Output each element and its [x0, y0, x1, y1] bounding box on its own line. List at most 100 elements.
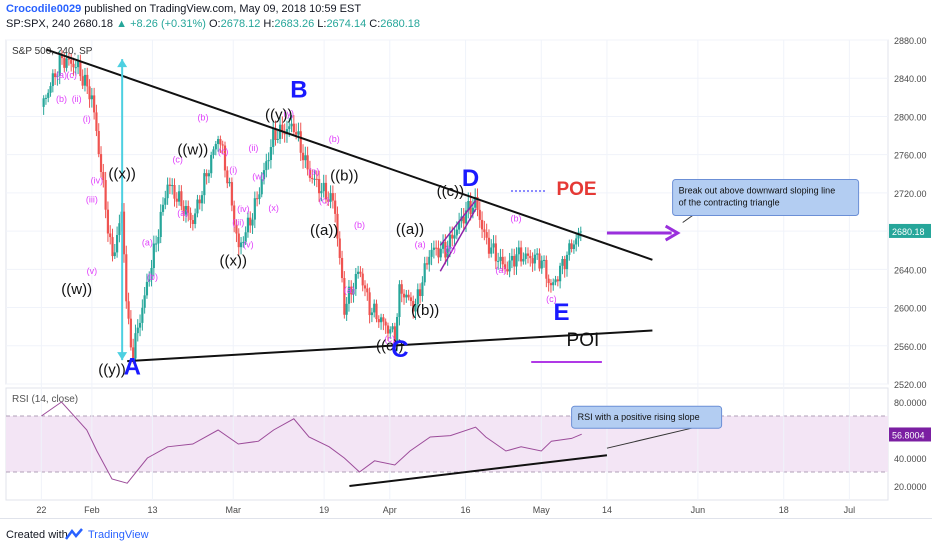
candle-body	[83, 74, 87, 86]
candle-body	[159, 211, 162, 237]
candle-body	[340, 257, 344, 279]
candle-body	[508, 260, 511, 272]
degree-label: ((x))	[220, 253, 247, 270]
candle-body	[127, 301, 130, 319]
candle-body	[161, 204, 165, 212]
candle-body	[295, 132, 298, 135]
wave-label: (i)	[83, 114, 91, 124]
degree-label: ((c))	[437, 183, 464, 200]
high-value: 2683.26	[274, 18, 315, 30]
rsi-line	[41, 401, 582, 484]
candle-body	[402, 293, 406, 298]
candle-body	[506, 269, 509, 272]
candle-body	[194, 213, 197, 224]
candle-body	[421, 282, 424, 297]
rsi-band	[6, 416, 888, 472]
rsi-callout-text: RSI with a positive rising slope	[578, 412, 700, 422]
price-tick-label: 2840.00	[894, 74, 927, 84]
candle-body	[568, 243, 571, 255]
candle-body	[205, 173, 208, 177]
rsi-pane-title: RSI (14, close)	[12, 394, 78, 405]
candle-body	[556, 279, 559, 282]
candle-body	[122, 211, 126, 255]
candle-body	[258, 194, 261, 199]
candle-body	[513, 255, 516, 267]
price-tick-label: 2560.00	[894, 342, 927, 352]
wave-label: (b)	[511, 214, 522, 224]
author-link[interactable]: Crocodile0029	[6, 3, 82, 15]
candle-body	[111, 237, 114, 257]
candle-body	[99, 154, 103, 172]
wave-label: (b)	[445, 244, 456, 254]
candle-body	[278, 124, 282, 139]
degree-label: ((w))	[61, 281, 92, 298]
wave-letter-label: A	[124, 353, 141, 380]
candle-body	[148, 279, 151, 282]
candle-body	[288, 126, 291, 130]
candle-body	[474, 197, 477, 208]
candle-body	[67, 58, 70, 60]
arrow-down-icon	[117, 352, 128, 361]
candle-body	[253, 198, 256, 220]
candle-body	[490, 247, 493, 254]
candle-body	[299, 131, 302, 153]
price-tick-label: 2720.00	[894, 189, 927, 199]
candle-body	[336, 213, 339, 239]
close-value: 2680.18	[380, 18, 421, 30]
wave-label: (b)	[354, 220, 365, 230]
wave-label: (a)	[415, 239, 426, 249]
created-with-text: Created with	[6, 529, 68, 541]
tradingview-brand[interactable]: TradingView	[88, 529, 149, 541]
candle-body	[60, 55, 64, 59]
candle-body	[184, 205, 188, 215]
candle-body	[143, 295, 146, 308]
wave-label: (ii)	[72, 94, 82, 104]
low-value: 2674.14	[326, 18, 367, 30]
wave-label: (y)	[284, 108, 295, 118]
degree-label: ((x))	[108, 166, 135, 183]
candle-body	[267, 160, 270, 162]
candle-body	[70, 59, 73, 64]
candle-body	[565, 254, 569, 270]
candle-body	[577, 232, 580, 239]
candle-body	[187, 205, 190, 213]
candle-body	[524, 253, 527, 259]
candle-body	[448, 234, 452, 249]
wave-label: (iii)	[86, 194, 98, 204]
candle-body	[549, 283, 553, 286]
candle-body	[444, 241, 447, 258]
candle-body	[458, 221, 461, 230]
wave-label: (a)	[495, 265, 506, 275]
candle-body	[331, 193, 334, 201]
chart-area[interactable]: 2520.002560.002600.002640.002680.002720.…	[0, 36, 932, 518]
candle-body	[72, 63, 75, 68]
open-value: 2678.12	[220, 18, 261, 30]
candle-body	[437, 247, 440, 258]
candle-body	[272, 128, 275, 148]
wave-label: (c)	[546, 294, 557, 304]
candle-body	[547, 278, 550, 284]
candle-body	[526, 253, 530, 256]
footer: Created with TradingView	[0, 518, 932, 551]
candle-body	[343, 278, 346, 315]
candle-body	[579, 231, 582, 233]
candle-body	[235, 224, 238, 234]
candle-body	[363, 285, 367, 289]
candle-body	[533, 254, 536, 264]
candle-body	[379, 317, 383, 323]
candle-body	[49, 86, 52, 93]
candle-body	[409, 297, 413, 301]
wave-label: (w)	[252, 172, 265, 182]
candle-body	[522, 258, 525, 262]
poe-label: POE	[556, 179, 596, 200]
candle-body	[485, 232, 488, 238]
triangle-lower-line	[127, 329, 653, 363]
candle-body	[203, 173, 206, 196]
rsi-value-tag	[889, 427, 931, 442]
price-tick-label: 2760.00	[894, 151, 927, 161]
candle-body	[315, 178, 318, 180]
price-tick-label: 2640.00	[894, 265, 927, 275]
candle-body	[464, 210, 468, 224]
wave-label: (x)	[268, 203, 279, 213]
wave-label: (a)	[177, 208, 188, 218]
